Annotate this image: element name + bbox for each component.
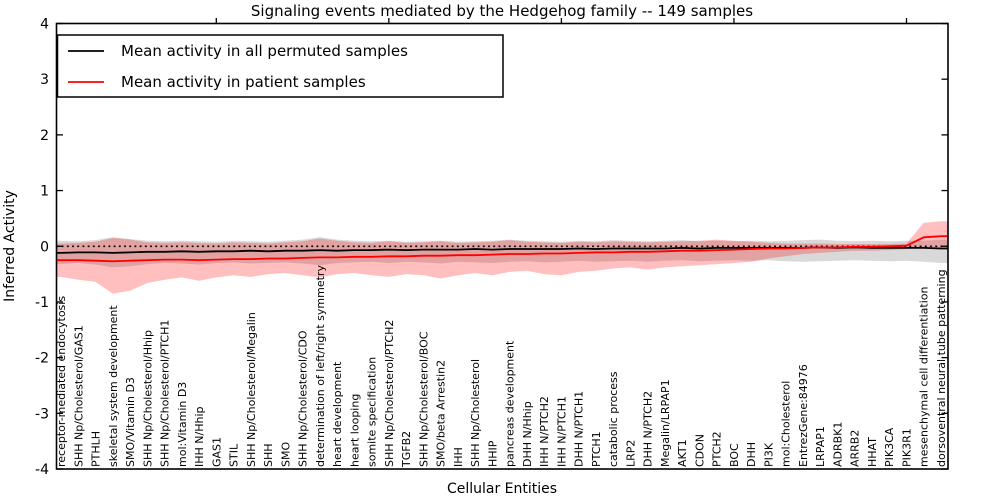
x-category-label: PTCH1 — [590, 431, 603, 467]
x-category-label: LRPAP1 — [814, 426, 827, 467]
legend-patient-label: Mean activity in patient samples — [121, 73, 366, 91]
x-category-label: mol:Vitamin D3 — [176, 382, 189, 467]
x-category-label: STIL — [228, 443, 241, 467]
x-category-label: SMO/beta Arrestin2 — [435, 360, 448, 467]
x-category-label: SHH Np/Cholesterol — [469, 359, 482, 467]
chart-title: Signaling events mediated by the Hedgeho… — [251, 2, 753, 20]
x-category-label: SMO — [279, 442, 292, 467]
x-category-label: mesenchymal cell differentiation — [918, 286, 931, 467]
y-axis-label: Inferred Activity — [2, 190, 18, 302]
x-category-labels: receptor-mediated endocytosis SHH Np/Chol… — [55, 265, 948, 468]
x-category-label: IHH N/Hhip — [193, 406, 206, 467]
x-category-label: DHH N/PTCH2 — [642, 391, 655, 467]
x-category-label: dorsoventral neural tube patterning — [935, 269, 948, 467]
x-category-label: heart development — [331, 361, 344, 467]
patient-mean-line — [56, 235, 948, 263]
permuted-samples-band — [56, 237, 948, 268]
x-category-label: skeletal system development — [107, 305, 120, 467]
x-category-label: EntrezGene:84976 — [797, 364, 810, 467]
x-category-label: SHH Np/Cholesterol/CDO — [297, 330, 310, 467]
legend-permuted-label: Mean activity in all permuted samples — [121, 42, 408, 60]
y-tick-label: 1 — [40, 184, 49, 200]
top-axis-ticks — [215, 18, 908, 24]
x-category-label: SHH — [262, 443, 275, 467]
y-tick-label: 0 — [40, 239, 49, 255]
x-category-label: BOC — [728, 443, 741, 467]
x-category-label: SHH Np/Cholesterol/Hhip — [141, 330, 154, 467]
x-category-label: HHIP — [486, 440, 499, 467]
y-tick-label: 3 — [40, 72, 49, 88]
x-axis-label: Cellular Entities — [447, 481, 557, 497]
x-category-label: PTHLH — [90, 431, 103, 467]
x-category-label: LRP2 — [624, 440, 637, 467]
x-category-label: heart looping — [348, 394, 361, 467]
x-category-label: Megalin/LRPAP1 — [659, 379, 672, 467]
y-tick-label: -1 — [35, 295, 49, 311]
x-category-label: DHH N/PTCH1 — [573, 391, 586, 467]
x-category-label: SHH Np/Cholesterol/Megalin — [245, 312, 258, 467]
x-category-label: HHAT — [866, 437, 879, 467]
x-category-label: TGFB2 — [400, 431, 413, 468]
x-category-label: SHH Np/Cholesterol/BOC — [417, 331, 430, 467]
x-category-label: PI3K — [762, 442, 775, 467]
y-tick-label: -4 — [35, 462, 49, 478]
x-category-label: ADRBK1 — [831, 422, 844, 467]
x-category-label: somite specification — [366, 357, 379, 467]
x-category-label: DHH N/Hhip — [521, 401, 534, 467]
x-category-label: SHH Np/Cholesterol/GAS1 — [72, 325, 85, 467]
x-category-label: IHH — [452, 447, 465, 467]
x-category-label: PIK3CA — [883, 427, 896, 467]
x-category-label: PIK3R1 — [900, 428, 913, 467]
patient-samples-band — [56, 221, 948, 294]
y-tick-label: 2 — [40, 128, 49, 144]
x-category-label: AKT1 — [676, 439, 689, 467]
x-category-label: IHH N/PTCH1 — [555, 396, 568, 467]
x-category-label: ARRB2 — [849, 430, 862, 467]
x-category-label: pancreas development — [504, 340, 517, 467]
x-category-label: SHH Np/Cholesterol/PTCH1 — [159, 320, 172, 467]
x-category-label: CDON — [693, 434, 706, 467]
x-category-label: catabolic process — [607, 371, 620, 467]
y-tick-label: -2 — [35, 351, 49, 367]
legend: Mean activity in all permuted samples Me… — [56, 34, 504, 98]
x-category-label: mol:Cholesterol — [780, 381, 793, 467]
x-category-label: SMO/Vitamin D3 — [124, 377, 137, 467]
x-category-label: IHH N/PTCH2 — [538, 396, 551, 467]
legend-box — [56, 34, 504, 98]
x-category-label: GAS1 — [210, 437, 223, 467]
y-tick-label: 4 — [40, 17, 49, 33]
x-category-label: SHH Np/Cholesterol/PTCH2 — [383, 320, 396, 467]
x-category-label: DHH — [745, 442, 758, 467]
y-tick-label: -3 — [35, 406, 49, 422]
x-category-label: PTCH2 — [711, 431, 724, 467]
y-axis-ticks: 4 3 2 1 0 -1 -2 -3 -4 — [35, 17, 948, 478]
x-category-label: receptor-mediated endocytosis — [55, 296, 68, 467]
x-category-label: determination of left/right symmetry — [314, 265, 327, 467]
